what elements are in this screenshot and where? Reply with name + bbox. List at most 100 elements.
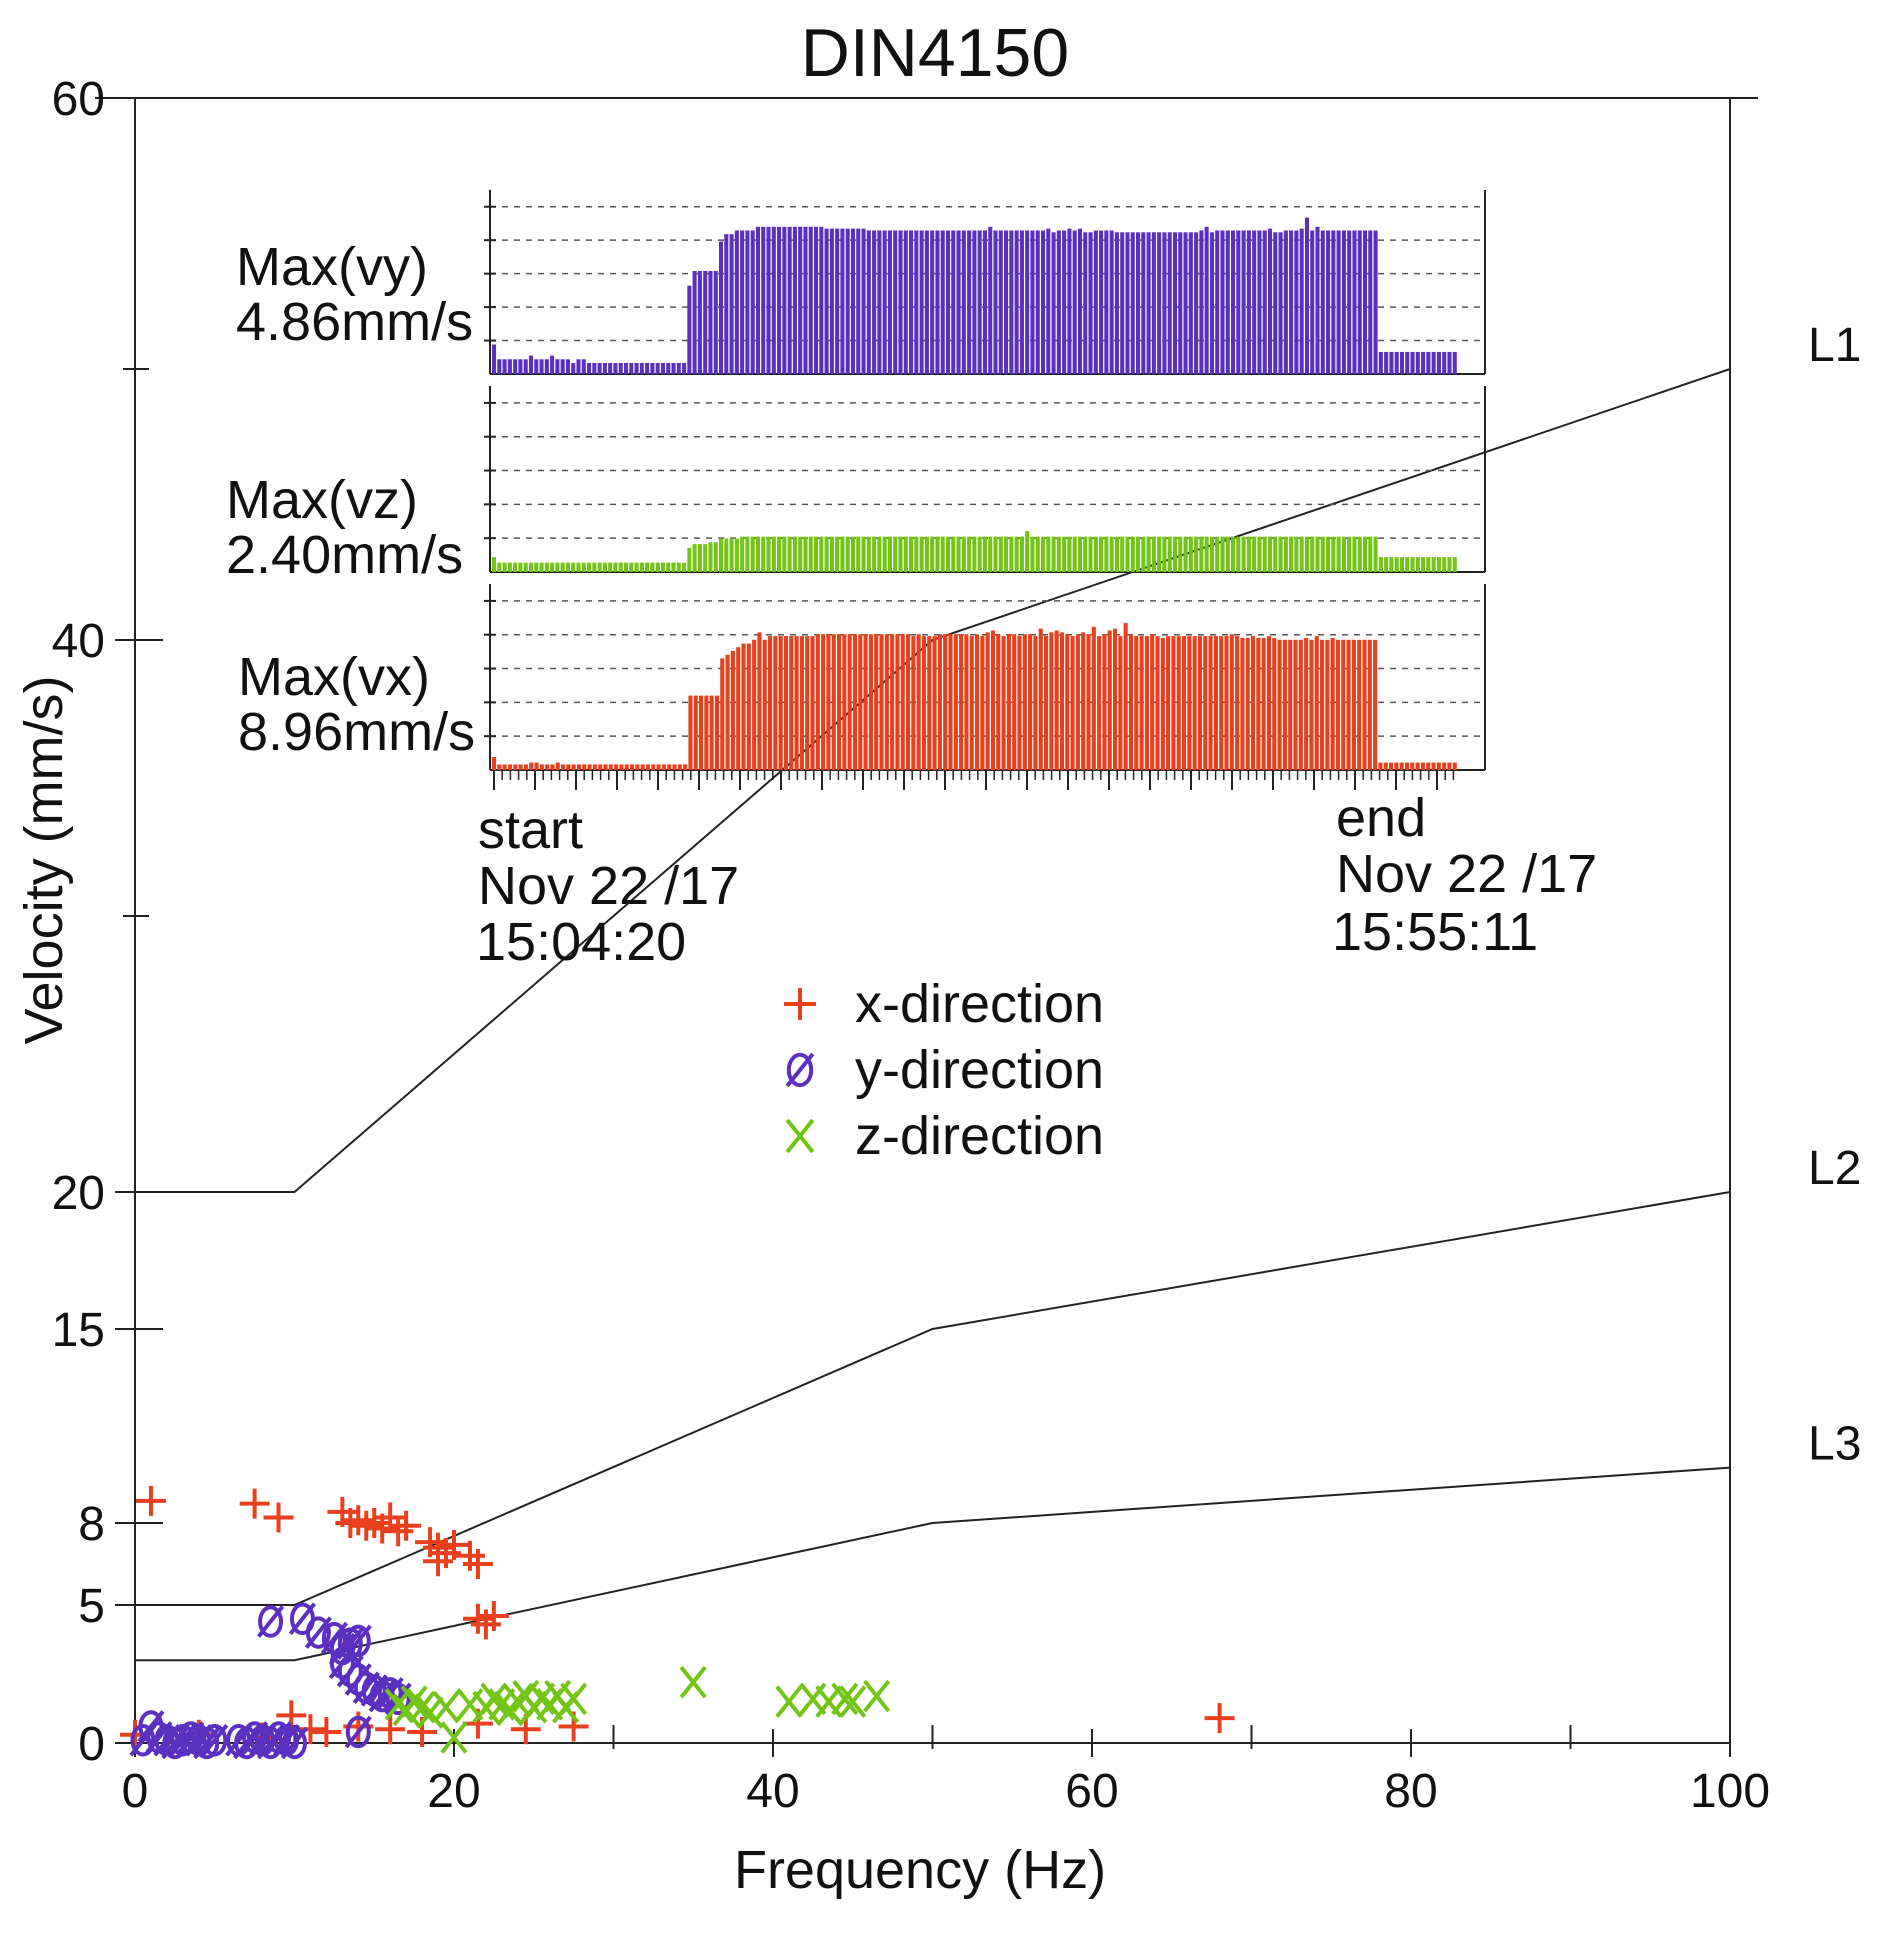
inset-bar-vx bbox=[1288, 639, 1293, 770]
marker-ring bbox=[202, 1723, 228, 1757]
point-x-direction bbox=[383, 1516, 414, 1547]
inset-end-time: 15:55:11 bbox=[1332, 902, 1538, 962]
inset-bar-vy bbox=[951, 230, 956, 374]
inset-bar-vy bbox=[655, 362, 660, 374]
inset-bar-vz bbox=[724, 538, 729, 572]
inset-bar-vz bbox=[1025, 531, 1030, 572]
inset-bar-vx bbox=[1351, 639, 1356, 770]
inset-bar-vx bbox=[709, 695, 714, 770]
inset-bar-vz bbox=[903, 536, 908, 572]
inset-bar-vz bbox=[993, 536, 998, 572]
inset-bar-vy bbox=[1294, 230, 1299, 374]
inset-bar-vy bbox=[919, 230, 924, 374]
point-x-direction bbox=[415, 1527, 446, 1558]
inset-bar-vy bbox=[528, 355, 534, 374]
inset-bar-vx bbox=[1182, 636, 1187, 770]
marker-slash bbox=[304, 1616, 332, 1649]
point-z-direction bbox=[775, 1685, 803, 1718]
inset-bar-vz bbox=[1278, 536, 1283, 572]
inset-bar-vx bbox=[1251, 636, 1256, 770]
inset-bar-vy bbox=[1447, 351, 1452, 374]
inset-bar-vx bbox=[1038, 628, 1043, 770]
inset-bar-vy bbox=[993, 230, 998, 374]
inset-bar-vz bbox=[787, 536, 792, 572]
inset-bar-vz bbox=[687, 547, 692, 572]
inset-bar-vx bbox=[608, 764, 613, 770]
inset-bar-vy bbox=[803, 226, 808, 374]
inset-bar-vy bbox=[945, 230, 951, 374]
inset-bar-vz bbox=[1157, 536, 1162, 572]
inset-bar-vx bbox=[614, 764, 619, 770]
inset-bar-vy bbox=[623, 362, 629, 374]
point-x-direction bbox=[439, 1529, 469, 1560]
inset-bar-vz bbox=[1336, 536, 1341, 572]
inset-bar-vz bbox=[924, 536, 929, 572]
inset-bar-vy bbox=[1241, 230, 1246, 374]
inset-bar-vy bbox=[967, 230, 972, 374]
point-x-direction bbox=[375, 1714, 406, 1745]
inset-bar-vx bbox=[534, 762, 539, 770]
inset-bar-vx bbox=[1006, 634, 1011, 770]
inset-bar-vy bbox=[523, 359, 528, 374]
inset-bar-vx bbox=[1367, 639, 1372, 770]
inset-label-name-vx: Max(vx) bbox=[238, 647, 430, 707]
inset-bar-vx bbox=[985, 632, 990, 770]
inset-bar-vz bbox=[808, 536, 813, 572]
inset-bar-vx bbox=[773, 636, 778, 770]
inset-bar-vx bbox=[1426, 762, 1431, 770]
inset-bar-vy bbox=[1399, 351, 1405, 374]
inset-start-date: Nov 22 /17 bbox=[478, 856, 739, 916]
inset-bar-vx bbox=[523, 764, 528, 770]
inset-bar-vy bbox=[1262, 230, 1267, 374]
inset-bar-vx bbox=[1017, 636, 1022, 770]
inset-bar-vx bbox=[1335, 639, 1341, 770]
inset-bar-vy bbox=[956, 230, 961, 374]
inset-bar-vy bbox=[1336, 230, 1341, 374]
inset-bar-vx bbox=[874, 634, 879, 770]
point-x-direction bbox=[470, 1609, 501, 1640]
inset-bar-vx bbox=[1240, 637, 1245, 770]
inset-bar-vy bbox=[502, 359, 507, 374]
inset-bar-vy bbox=[1088, 232, 1093, 374]
point-z-direction bbox=[400, 1685, 428, 1718]
inset-bar-vz bbox=[639, 562, 644, 572]
inset-bar-vx bbox=[810, 636, 815, 770]
inset-bar-vy bbox=[1267, 228, 1273, 374]
inset-bar-vx bbox=[714, 695, 720, 770]
inset-bar-vy bbox=[602, 362, 607, 374]
inset-bar-vz bbox=[819, 536, 824, 572]
inset-bar-vx bbox=[1118, 636, 1123, 770]
inset-bar-vx bbox=[1176, 636, 1181, 770]
inset-bar-vz bbox=[523, 562, 528, 572]
inset-bar-vx bbox=[842, 634, 847, 770]
inset-bar-vy bbox=[898, 230, 903, 374]
inset-bar-vx bbox=[757, 632, 762, 770]
inset-bar-vx bbox=[582, 764, 587, 770]
series-y-direction bbox=[129, 1602, 412, 1760]
inset-bar-vx bbox=[805, 636, 810, 770]
point-z-direction bbox=[679, 1666, 707, 1699]
inset-bar-vx bbox=[704, 695, 709, 770]
inset-bar-vx bbox=[1139, 636, 1144, 770]
inset-bar-vx bbox=[1383, 762, 1388, 770]
legend-marker-z-direction bbox=[785, 1118, 815, 1154]
inset-bar-vz bbox=[718, 538, 724, 572]
inset-bar-vy bbox=[1083, 232, 1088, 374]
inset-bar-vx bbox=[746, 643, 751, 770]
point-x-direction bbox=[478, 1601, 509, 1632]
inset-bar-vz bbox=[1099, 536, 1104, 572]
inset-bar-vz bbox=[629, 562, 634, 572]
marker-ring bbox=[258, 1605, 284, 1638]
inset-bar-vy bbox=[513, 359, 518, 374]
inset-bar-vy bbox=[1167, 232, 1172, 374]
inset-bar-vy bbox=[1188, 232, 1193, 374]
legend-marker-y-direction bbox=[785, 1052, 815, 1088]
inset-bar-vz bbox=[581, 562, 586, 572]
limit-line-l2 bbox=[135, 1191, 1731, 1606]
inset-bar-vy bbox=[1030, 230, 1035, 374]
inset-bar-vy bbox=[581, 359, 586, 374]
inset-bar-vy bbox=[940, 230, 945, 374]
inset-bar-vz bbox=[571, 562, 576, 572]
inset-bar-vz bbox=[872, 536, 877, 572]
x-tick-label: 60 bbox=[1065, 1765, 1118, 1818]
